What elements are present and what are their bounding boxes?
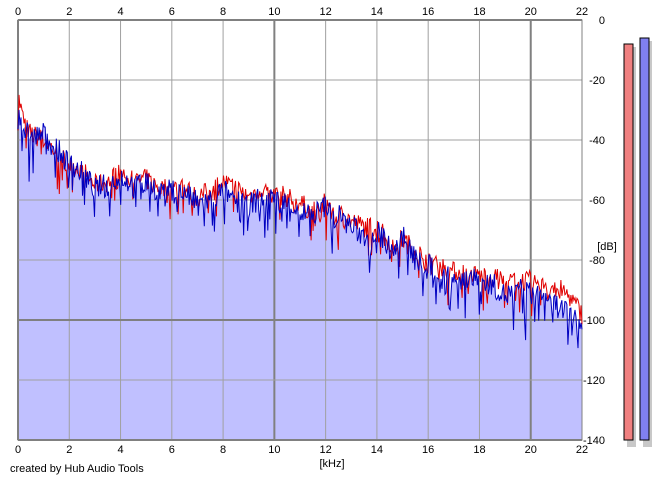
tick-label-layer: 002244668810101212141416161818202022220-… bbox=[15, 6, 605, 456]
x-tick-label-top: 22 bbox=[576, 6, 588, 18]
level-meter-channel-1 bbox=[623, 43, 634, 441]
y-axis-label: [dB] bbox=[597, 241, 617, 253]
x-tick-label-bottom: 0 bbox=[15, 444, 21, 456]
x-tick-label-bottom: 10 bbox=[268, 444, 280, 456]
x-tick-label-top: 12 bbox=[320, 6, 332, 18]
x-tick-label-bottom: 12 bbox=[320, 444, 332, 456]
level-meter-layer bbox=[623, 37, 652, 447]
y-tick-label: -120 bbox=[583, 375, 605, 387]
y-tick-label: -40 bbox=[589, 135, 605, 147]
x-tick-label-bottom: 16 bbox=[422, 444, 434, 456]
x-tick-label-top: 6 bbox=[169, 6, 175, 18]
x-tick-label-top: 20 bbox=[525, 6, 537, 18]
plot-frame bbox=[17, 19, 583, 441]
credit-text: created by Hub Audio Tools bbox=[10, 463, 144, 475]
y-tick-label: -80 bbox=[589, 255, 605, 267]
x-tick-label-top: 10 bbox=[268, 6, 280, 18]
x-tick-label-bottom: 6 bbox=[169, 444, 175, 456]
x-tick-label-top: 8 bbox=[220, 6, 226, 18]
channel-2-line bbox=[17, 109, 583, 349]
x-tick-label-bottom: 22 bbox=[576, 444, 588, 456]
x-tick-label-top: 18 bbox=[473, 6, 485, 18]
y-tick-label: -20 bbox=[589, 75, 605, 87]
x-tick-label-top: 4 bbox=[117, 6, 123, 18]
y-tick-label: 0 bbox=[599, 15, 605, 27]
x-tick-label-top: 2 bbox=[66, 6, 72, 18]
grid-layer bbox=[17, 19, 583, 441]
x-axis-label: [kHz] bbox=[319, 458, 344, 470]
y-tick-label: -140 bbox=[583, 435, 605, 447]
x-tick-label-bottom: 2 bbox=[66, 444, 72, 456]
y-tick-label: -100 bbox=[583, 315, 605, 327]
x-tick-label-bottom: 4 bbox=[117, 444, 123, 456]
x-tick-label-top: 14 bbox=[371, 6, 383, 18]
level-meter-channel-2 bbox=[639, 37, 650, 441]
x-tick-label-top: 0 bbox=[15, 6, 21, 18]
y-tick-label: -60 bbox=[589, 195, 605, 207]
x-tick-label-bottom: 8 bbox=[220, 444, 226, 456]
x-tick-label-bottom: 18 bbox=[473, 444, 485, 456]
spectrum-line-layer bbox=[17, 94, 583, 349]
x-tick-label-bottom: 20 bbox=[525, 444, 537, 456]
x-tick-label-bottom: 14 bbox=[371, 444, 383, 456]
x-tick-label-top: 16 bbox=[422, 6, 434, 18]
